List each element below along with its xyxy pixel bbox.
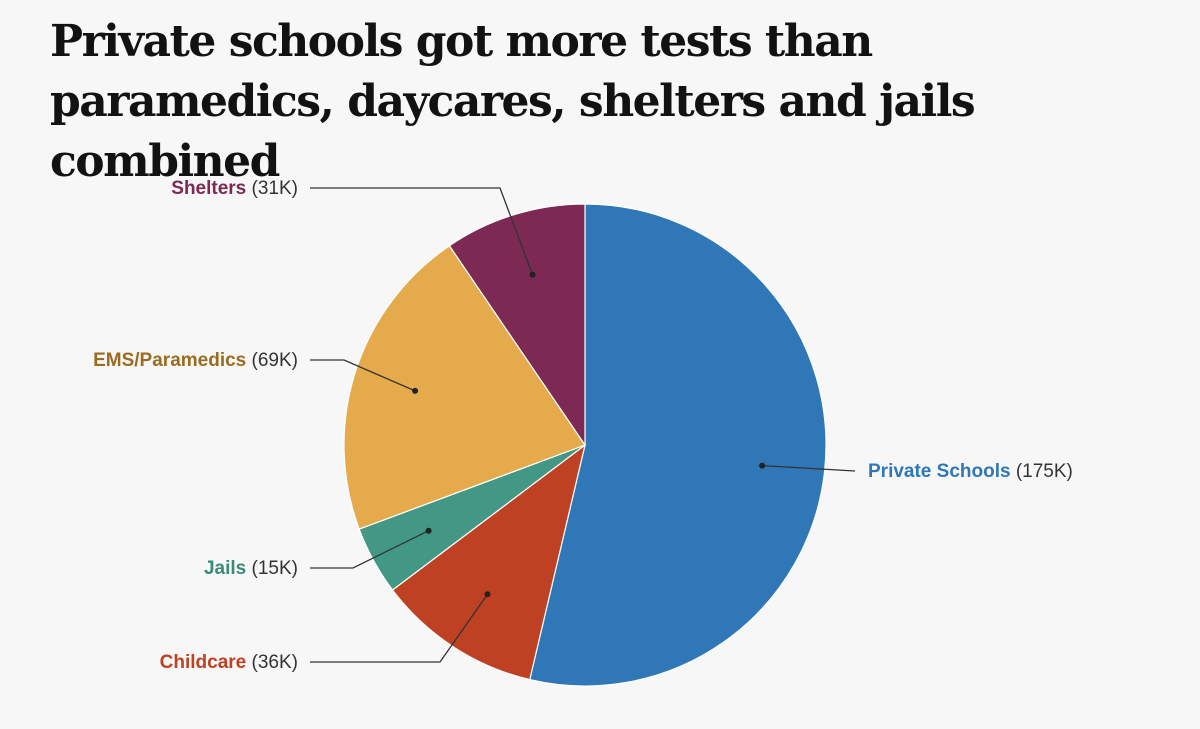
leader-dot-ems-paramedics xyxy=(412,387,419,394)
slice-label-name: Private Schools xyxy=(868,461,1011,482)
slice-label-ems-paramedics: EMS/Paramedics (69K) xyxy=(93,350,298,371)
slice-label-private-schools: Private Schools (175K) xyxy=(868,461,1073,482)
chart-title: Private schools got more tests than para… xyxy=(50,16,976,187)
leader-dot-jails xyxy=(425,527,432,534)
slice-label-value: (31K) xyxy=(246,178,298,199)
slice-label-value: (175K) xyxy=(1011,461,1073,482)
slice-label-childcare: Childcare (36K) xyxy=(160,652,298,673)
leader-dot-childcare xyxy=(484,591,491,598)
label-leaders xyxy=(310,187,856,663)
slice-label-name: Childcare xyxy=(160,652,247,673)
slice-label-shelters: Shelters (31K) xyxy=(171,178,298,199)
leader-line-jails xyxy=(310,530,429,569)
pie-slices xyxy=(343,203,827,687)
leader-line-childcare xyxy=(310,593,489,663)
pie-slice-ems-paramedics xyxy=(343,244,586,530)
pie-slice-private-schools xyxy=(529,203,827,687)
slice-label-name: EMS/Paramedics xyxy=(93,350,246,371)
pie-slice-shelters xyxy=(448,203,586,447)
slice-label-name: Shelters xyxy=(171,178,246,199)
leader-dot-shelters xyxy=(529,271,536,278)
pie-slice-childcare xyxy=(391,443,586,681)
leader-line-ems-paramedics xyxy=(310,359,416,392)
slice-label-name: Jails xyxy=(204,558,246,579)
slice-label-value: (36K) xyxy=(246,652,298,673)
slice-label-jails: Jails (15K) xyxy=(204,558,298,579)
leader-line-shelters xyxy=(310,187,534,275)
leader-dot-private-schools xyxy=(759,462,766,469)
slice-label-value: (15K) xyxy=(246,558,298,579)
leader-line-private-schools xyxy=(762,464,856,472)
slice-label-value: (69K) xyxy=(246,350,298,371)
slice-labels: Private Schools (175K) Childcare (36K) Jai… xyxy=(93,178,1073,673)
